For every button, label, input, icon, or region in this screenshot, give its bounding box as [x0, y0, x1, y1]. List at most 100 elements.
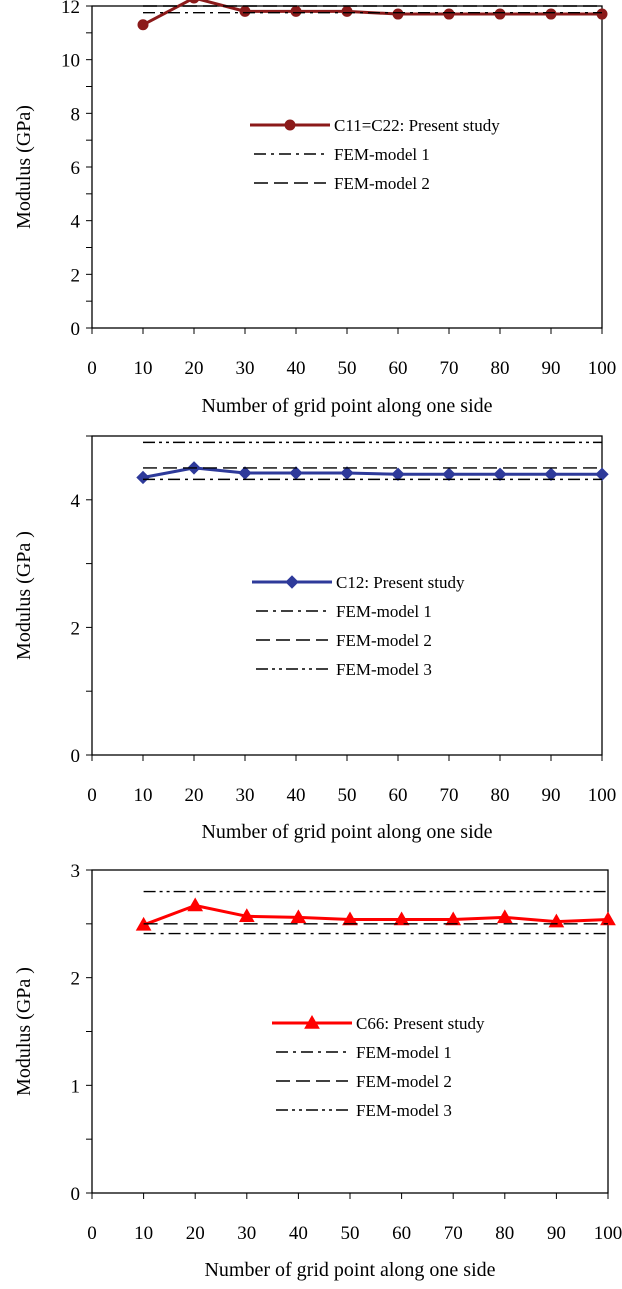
- x-tick-label: 50: [338, 785, 357, 806]
- y-tick-label: 10: [61, 51, 80, 72]
- x-tick-label: 40: [287, 358, 306, 379]
- data-point: [340, 466, 354, 480]
- y-tick-label: 4: [71, 212, 81, 233]
- y-tick-label: 4: [71, 491, 81, 512]
- legend-label: FEM-model 1: [336, 602, 432, 621]
- data-point: [137, 19, 149, 31]
- y-tick-label: 2: [71, 265, 81, 286]
- y-axis-title: Modulus (GPa ): [13, 531, 35, 660]
- data-point: [238, 466, 252, 480]
- x-tick-label: 30: [237, 1223, 256, 1244]
- data-point: [442, 467, 456, 481]
- y-tick-label: 8: [71, 104, 81, 125]
- data-point: [391, 467, 405, 481]
- y-tick-label: 1: [71, 1076, 81, 1097]
- y-tick-label: 2: [71, 618, 81, 639]
- x-tick-label: 10: [134, 1223, 153, 1244]
- x-tick-label: 100: [588, 358, 617, 379]
- data-point: [188, 0, 200, 4]
- x-tick-label: 80: [491, 785, 510, 806]
- data-point: [238, 908, 255, 923]
- legend-label: C11=C22: Present study: [334, 116, 500, 135]
- data-point: [187, 897, 204, 912]
- data-point: [595, 467, 609, 481]
- x-tick-label: 100: [594, 1223, 622, 1244]
- legend-label: FEM-model 1: [334, 145, 430, 164]
- legend-label: C12: Present study: [336, 573, 465, 592]
- x-tick-label: 40: [289, 1223, 308, 1244]
- y-tick-label: 0: [71, 319, 81, 340]
- legend-label: FEM-model 2: [336, 631, 432, 650]
- y-tick-label: 2: [71, 969, 81, 990]
- legend-label: FEM-model 3: [356, 1101, 452, 1120]
- data-point: [136, 470, 150, 485]
- legend-marker: [284, 119, 296, 131]
- x-tick-label: 30: [236, 358, 255, 379]
- x-tick-label: 60: [389, 785, 408, 806]
- legend-marker: [285, 575, 299, 589]
- data-point: [596, 8, 608, 20]
- x-axis-title: Number of grid point along one side: [201, 821, 492, 843]
- x-tick-label: 0: [87, 785, 97, 806]
- x-tick-label: 90: [547, 1223, 566, 1244]
- data-point: [494, 8, 506, 20]
- x-tick-label: 90: [542, 785, 561, 806]
- y-axis-title: Modulus (GPa ): [13, 967, 35, 1096]
- y-tick-label: 12: [61, 0, 80, 18]
- data-point: [239, 5, 251, 17]
- y-axis-title: Modulus (GPa): [13, 105, 35, 229]
- x-tick-label: 70: [440, 785, 459, 806]
- plot-frame: [91, 435, 603, 756]
- chart-1: 0 10 20 30 40 50 60 70 80 90 100 0 2 4 6 8 10 12 Number of…: [13, 0, 616, 417]
- data-point: [600, 911, 616, 926]
- x-tick-label: 30: [236, 785, 255, 806]
- data-point: [392, 8, 404, 20]
- legend: C11=C22: Present study FEM-model 1 FEM-mod…: [250, 116, 500, 193]
- legend: C66: Present study FEM-model 1 FEM-model 2…: [272, 1014, 485, 1120]
- x-tick-label: 70: [444, 1223, 463, 1244]
- data-point: [496, 909, 513, 924]
- legend-label: FEM-model 2: [334, 174, 430, 193]
- y-tick-label: 0: [71, 746, 81, 767]
- x-tick-label: 80: [491, 358, 510, 379]
- data-point: [341, 5, 353, 17]
- data-point: [545, 8, 557, 20]
- x-tick-label: 10: [134, 358, 153, 379]
- x-tick-label: 20: [185, 785, 204, 806]
- x-tick-label: 70: [440, 358, 459, 379]
- y-tick-label: 3: [71, 861, 81, 882]
- x-tick-label: 50: [341, 1223, 360, 1244]
- x-tick-label: 0: [87, 1223, 97, 1244]
- x-tick-label: 100: [588, 785, 617, 806]
- y-tick-label: 0: [71, 1184, 81, 1205]
- x-tick-label: 20: [186, 1223, 205, 1244]
- chart-3: 0 10 20 30 40 50 60 70 80 90 100 0 1 2 3 Number of grid…: [13, 861, 622, 1281]
- data-point: [544, 467, 558, 481]
- legend-label: FEM-model 3: [336, 660, 432, 679]
- x-tick-label: 80: [495, 1223, 514, 1244]
- x-tick-label: 90: [542, 358, 561, 379]
- legend-label: FEM-model 1: [356, 1043, 452, 1062]
- legend-label: FEM-model 2: [356, 1072, 452, 1091]
- data-point: [493, 467, 507, 481]
- x-tick-label: 0: [87, 358, 97, 379]
- x-tick-label: 20: [185, 358, 204, 379]
- x-tick-label: 60: [392, 1223, 411, 1244]
- data-point: [393, 911, 410, 926]
- x-axis-title: Number of grid point along one side: [204, 1259, 495, 1281]
- data-point: [290, 5, 302, 17]
- x-tick-label: 60: [389, 358, 408, 379]
- data-point: [289, 466, 303, 480]
- data-point: [342, 911, 358, 926]
- legend-marker: [304, 1014, 320, 1029]
- x-axis-title: Number of grid point along one side: [201, 395, 492, 417]
- series-line-present-study: [142, 466, 602, 479]
- series-line-present-study: [143, 904, 609, 927]
- legend-label: C66: Present study: [356, 1014, 485, 1033]
- plot-frame: [91, 5, 603, 329]
- x-tick-label: 10: [134, 785, 153, 806]
- data-point: [443, 8, 455, 20]
- data-point: [290, 909, 307, 924]
- x-tick-label: 40: [287, 785, 306, 806]
